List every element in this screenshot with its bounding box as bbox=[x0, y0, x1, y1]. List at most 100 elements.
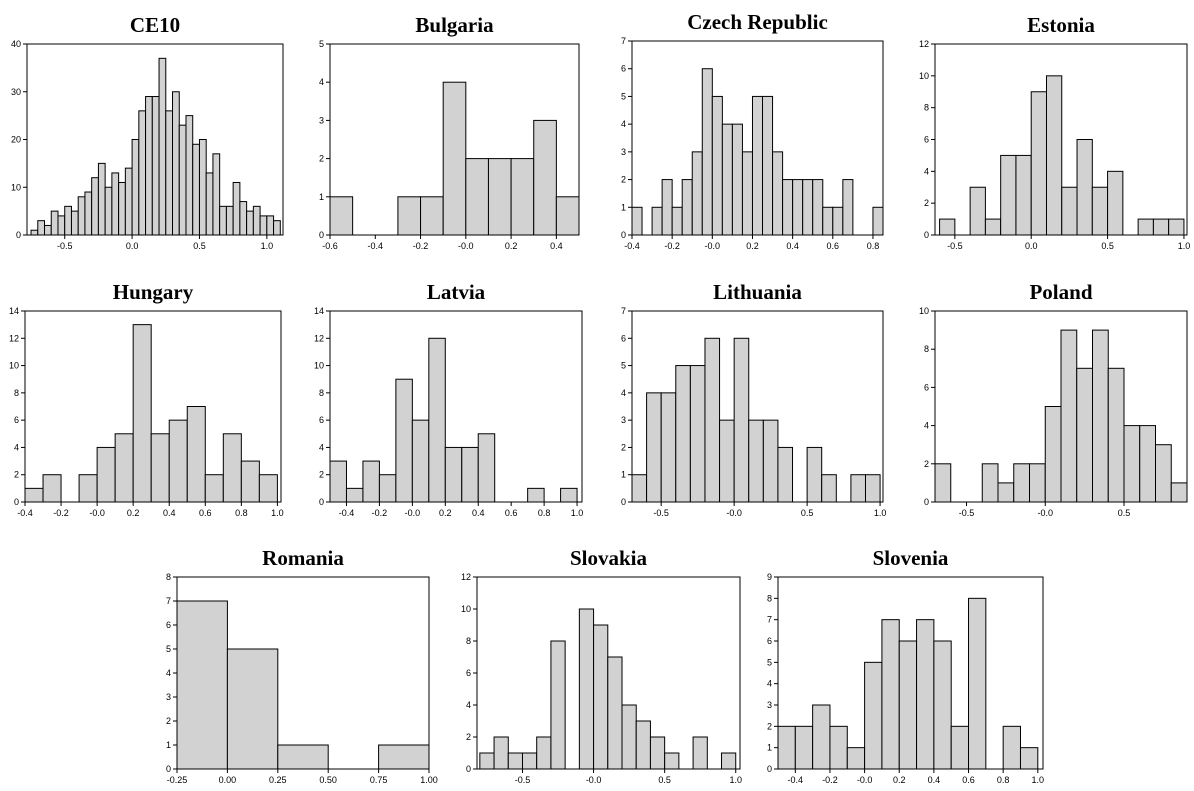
histogram-bar bbox=[131, 139, 140, 236]
histogram-bar bbox=[969, 186, 986, 236]
histogram-bar bbox=[872, 206, 884, 236]
x-tick-label: -0.2 bbox=[372, 508, 388, 518]
y-tick-label: 20 bbox=[11, 135, 21, 145]
histogram-bar bbox=[42, 474, 62, 503]
x-tick-label: 0.25 bbox=[269, 775, 287, 785]
x-tick-label: -0.0 bbox=[1037, 508, 1053, 518]
histogram-bar bbox=[721, 752, 737, 770]
histogram-bar bbox=[521, 752, 538, 770]
y-tick-label: 0 bbox=[767, 764, 772, 774]
x-tick-label: -0.0 bbox=[89, 508, 105, 518]
y-tick-label: 10 bbox=[461, 604, 471, 614]
chart-title: Latvia bbox=[427, 280, 486, 304]
histogram-bar bbox=[240, 460, 260, 503]
histogram-bar bbox=[57, 215, 66, 236]
y-tick-label: 0 bbox=[319, 230, 324, 240]
y-tick-label: 0 bbox=[319, 497, 324, 507]
histogram-bar bbox=[477, 433, 496, 503]
y-tick-label: 0 bbox=[166, 764, 171, 774]
histogram-bar bbox=[411, 419, 430, 503]
histogram-bar bbox=[1107, 367, 1125, 503]
histogram-bar bbox=[420, 196, 444, 236]
histogram-bar bbox=[124, 167, 133, 236]
y-tick-label: 2 bbox=[319, 154, 324, 164]
histogram-bar bbox=[1060, 329, 1078, 503]
histogram-bar bbox=[731, 123, 743, 236]
histogram-bar bbox=[226, 648, 279, 770]
y-tick-label: 1 bbox=[166, 740, 171, 750]
x-tick-label: 0.4 bbox=[786, 241, 799, 250]
histogram-bar bbox=[44, 224, 52, 236]
x-tick-label: -0.5 bbox=[515, 775, 531, 785]
histogram-bar bbox=[395, 378, 413, 503]
histogram-slovenia: Slovenia 0 1 2 3 4 5 6 7 8 9 -0.4 -0.2 -0.0 0.2 0.4 0.6 0… bbox=[767, 546, 1044, 785]
histogram-bar bbox=[378, 474, 397, 503]
histogram-poland: Poland 0 2 4 6 8 10 -0.5 -0.0 0.5 bbox=[919, 280, 1188, 518]
y-tick-label: 8 bbox=[466, 636, 471, 646]
histogram-bar bbox=[1061, 186, 1078, 236]
y-tick-label: 4 bbox=[466, 700, 471, 710]
histogram-bar bbox=[550, 640, 566, 770]
histogram-bar bbox=[689, 365, 706, 503]
x-tick-label: -0.25 bbox=[167, 775, 188, 785]
x-tick-label: -0.0 bbox=[726, 508, 742, 518]
histogram-bar bbox=[864, 661, 883, 770]
histogram-bar bbox=[593, 624, 609, 770]
histogram-bar bbox=[607, 656, 623, 770]
histogram-bar bbox=[533, 119, 557, 236]
y-tick-label: 2 bbox=[166, 716, 171, 726]
histogram-bar bbox=[205, 172, 214, 236]
histogram-bar bbox=[741, 151, 753, 236]
x-tick-label: -0.5 bbox=[57, 241, 73, 250]
x-tick-label: 0.50 bbox=[319, 775, 337, 785]
histogram-bar bbox=[91, 177, 99, 236]
x-tick-label: 0.6 bbox=[827, 241, 840, 250]
y-tick-label: 10 bbox=[314, 361, 324, 371]
histogram-bar bbox=[24, 487, 44, 503]
y-tick-label: 8 bbox=[14, 388, 19, 398]
x-tick-label: 0.6 bbox=[962, 775, 975, 785]
histogram-bar bbox=[812, 704, 831, 770]
histogram-bar bbox=[151, 96, 160, 236]
chart-title: Bulgaria bbox=[415, 13, 494, 37]
y-tick-label: 4 bbox=[924, 166, 929, 176]
histogram-bar bbox=[487, 158, 512, 236]
y-tick-label: 0 bbox=[621, 230, 626, 240]
x-tick-label: -0.2 bbox=[53, 508, 69, 518]
x-tick-label: -0.5 bbox=[947, 241, 963, 250]
histogram-bar bbox=[246, 210, 254, 236]
histogram-bar bbox=[555, 196, 580, 236]
histogram-bar bbox=[178, 124, 187, 236]
histogram-bar bbox=[158, 57, 167, 236]
y-tick-label: 6 bbox=[621, 64, 626, 74]
x-tick-label: 0.2 bbox=[127, 508, 140, 518]
chart-title: Estonia bbox=[1027, 13, 1095, 37]
y-tick-label: 6 bbox=[166, 620, 171, 630]
x-tick-label: 0.8 bbox=[235, 508, 248, 518]
y-tick-label: 4 bbox=[166, 668, 171, 678]
y-tick-label: 14 bbox=[9, 306, 19, 316]
y-tick-label: 4 bbox=[924, 421, 929, 431]
y-tick-label: 2 bbox=[924, 198, 929, 208]
y-tick-label: 5 bbox=[319, 39, 324, 49]
histogram-romania: Romania 0 1 2 3 4 5 6 7 8 -0.25 0.00 0.25 0.50 0.75 1.0… bbox=[166, 546, 438, 785]
y-tick-label: 6 bbox=[319, 415, 324, 425]
x-tick-label: -0.0 bbox=[458, 241, 474, 250]
histogram-bar bbox=[621, 704, 637, 770]
y-tick-label: 1 bbox=[621, 470, 626, 480]
histogram-bar bbox=[273, 220, 281, 236]
y-tick-label: 8 bbox=[767, 593, 772, 603]
histogram-bar bbox=[30, 229, 39, 236]
histogram-bar bbox=[70, 210, 79, 236]
y-tick-label: 0 bbox=[924, 230, 929, 240]
x-tick-label: -0.4 bbox=[17, 508, 33, 518]
histogram-bar bbox=[84, 191, 93, 236]
histogram-bar bbox=[192, 143, 200, 236]
histogram-bar bbox=[762, 95, 774, 236]
chart-title: Slovakia bbox=[570, 546, 648, 570]
histogram-bar bbox=[176, 600, 228, 770]
y-tick-label: 3 bbox=[767, 700, 772, 710]
histogram-bar bbox=[578, 608, 595, 770]
histogram-bar bbox=[691, 151, 703, 236]
y-tick-label: 3 bbox=[166, 692, 171, 702]
